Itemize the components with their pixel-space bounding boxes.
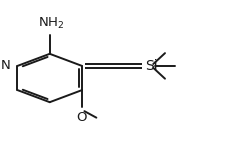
Text: N: N	[0, 59, 10, 72]
Text: O: O	[77, 111, 87, 124]
Text: Si: Si	[145, 59, 157, 73]
Text: NH$_2$: NH$_2$	[38, 16, 64, 31]
